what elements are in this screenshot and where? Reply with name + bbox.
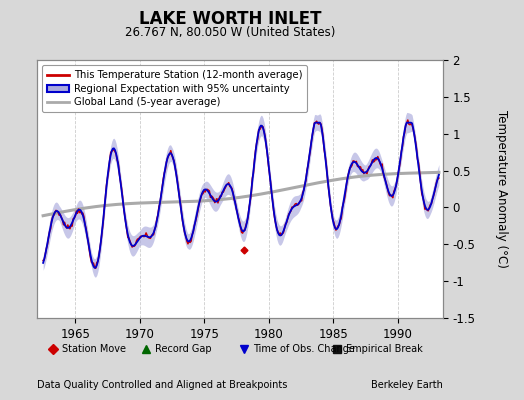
Text: Station Move: Station Move xyxy=(62,344,126,354)
Text: Berkeley Earth: Berkeley Earth xyxy=(371,380,443,390)
Text: Record Gap: Record Gap xyxy=(155,344,212,354)
Legend: This Temperature Station (12-month average), Regional Expectation with 95% uncer: This Temperature Station (12-month avera… xyxy=(42,65,307,112)
Text: 26.767 N, 80.050 W (United States): 26.767 N, 80.050 W (United States) xyxy=(125,26,336,39)
Text: Data Quality Controlled and Aligned at Breakpoints: Data Quality Controlled and Aligned at B… xyxy=(37,380,287,390)
Text: Time of Obs. Change: Time of Obs. Change xyxy=(253,344,355,354)
Y-axis label: Temperature Anomaly (°C): Temperature Anomaly (°C) xyxy=(495,110,508,268)
Text: LAKE WORTH INLET: LAKE WORTH INLET xyxy=(139,10,322,28)
Text: Empirical Break: Empirical Break xyxy=(346,344,423,354)
